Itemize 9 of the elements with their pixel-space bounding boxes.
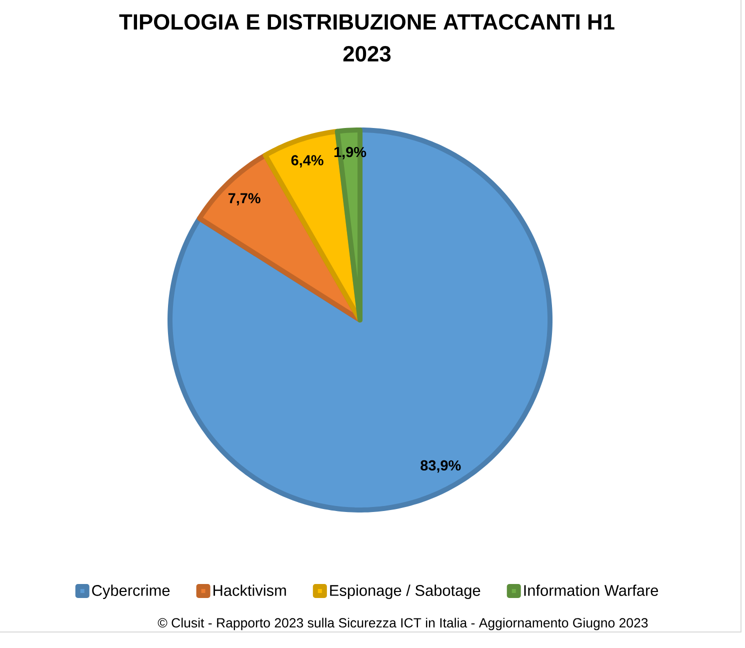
data-label: 6,4% bbox=[291, 155, 324, 168]
chart-title: TIPOLOGIA E DISTRIBUZIONE ATTACCANTI H1 2023 bbox=[119, 14, 614, 62]
legend-label: Hacktivism bbox=[214, 584, 286, 596]
legend-label: Espionage / Sabotage bbox=[330, 584, 480, 600]
legend-label: Cybercrime bbox=[92, 584, 170, 600]
text: © Clusit - Rapporto 2023 sulla Sicurezza ICT in Italia - Aggiornamento Giugno 2023 bbox=[158, 618, 648, 630]
data-label: 7,7% bbox=[228, 193, 260, 206]
data-label: 83,9% bbox=[420, 460, 461, 473]
legend-label: Information Warfare bbox=[524, 584, 658, 596]
